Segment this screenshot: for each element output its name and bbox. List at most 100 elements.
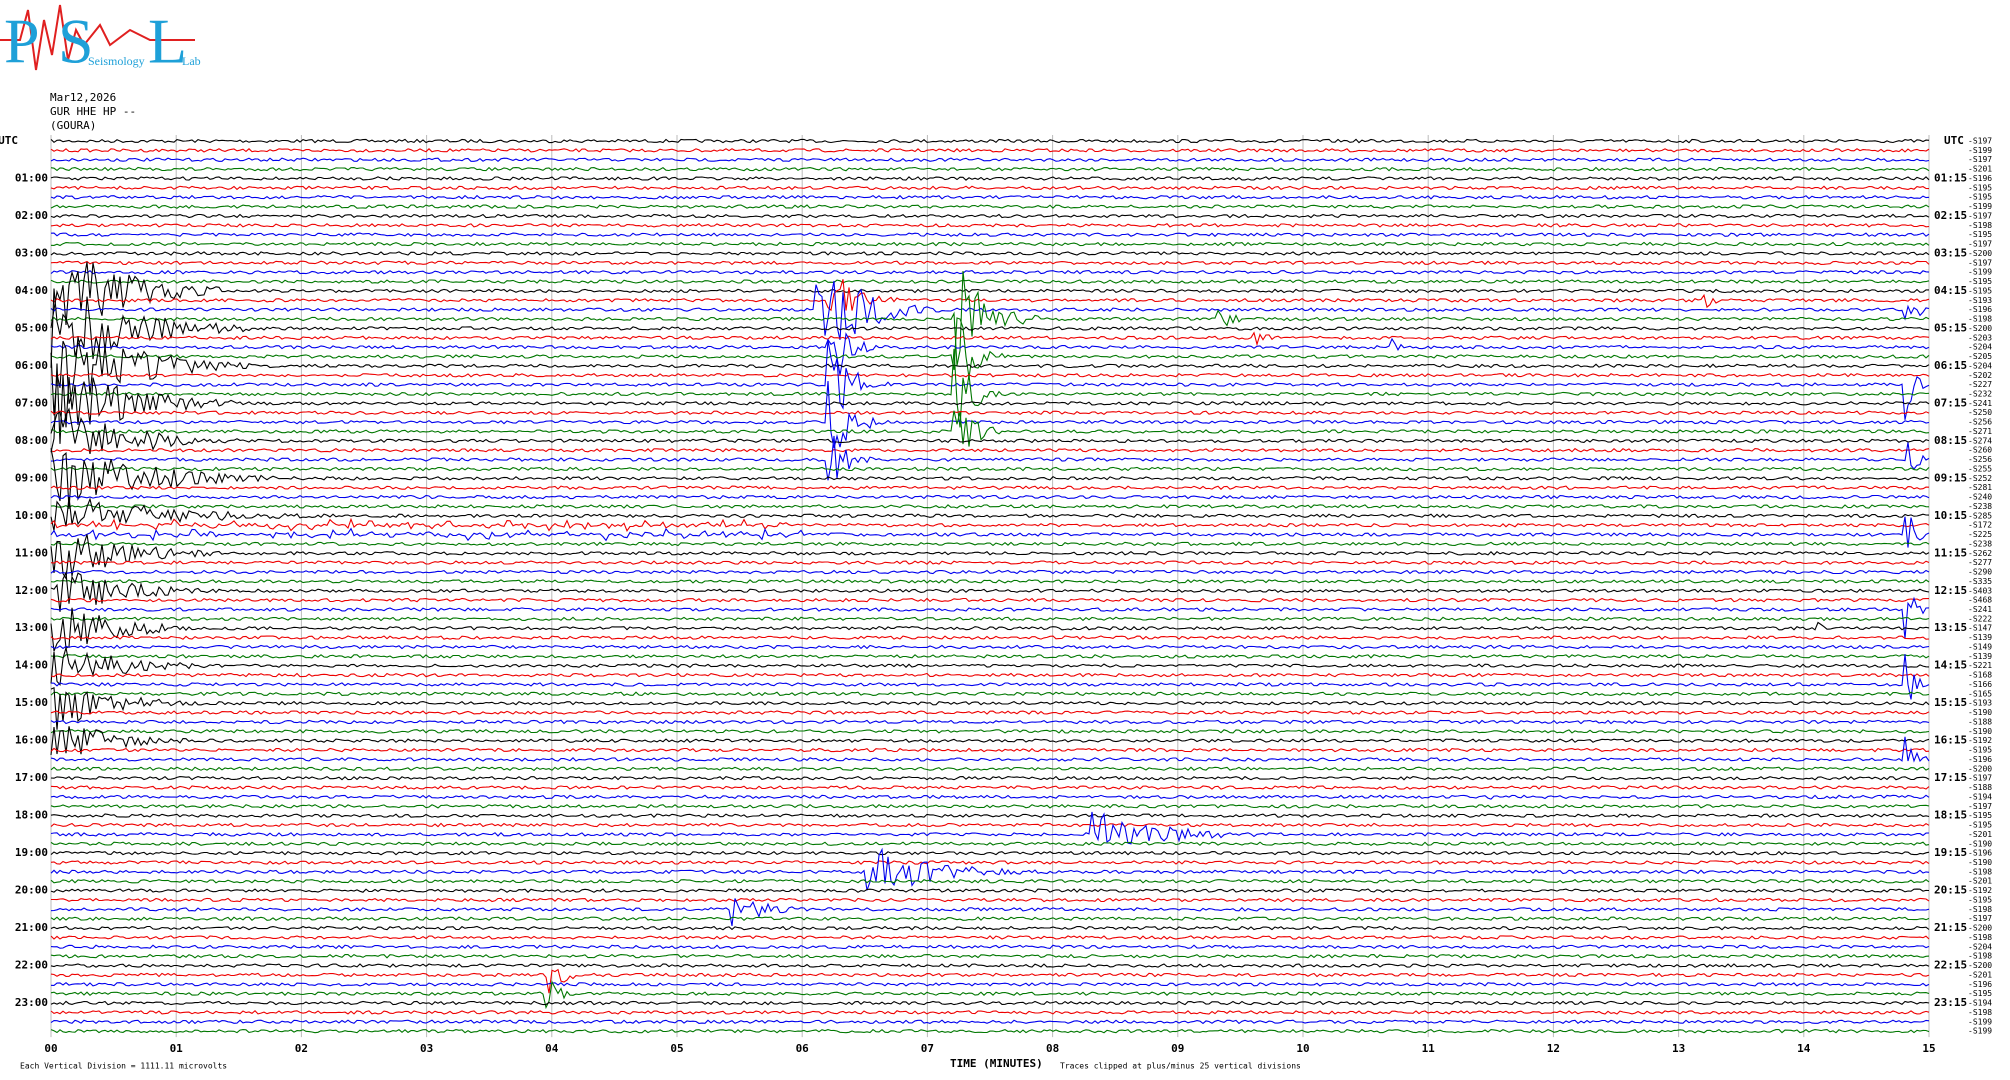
row-value: -S200 [1968,961,1992,970]
logo-letter: P [4,6,40,77]
trace [50,654,1930,659]
scale-note: Each Vertical Division = 1111.11 microvo… [20,1062,227,1071]
row-value: -S260 [1968,446,1992,455]
trace [50,332,1930,376]
row-value: -S195 [1968,821,1992,830]
trace [50,785,1930,790]
trace [50,686,1930,730]
row-value: -S195 [1968,183,1992,192]
row-value: -S188 [1968,717,1992,726]
row-value: -S255 [1968,464,1992,473]
row-value: -S198 [1968,221,1992,230]
left-time-label: 06:00 [15,359,48,372]
right-time-label: 20:15 [1934,884,1967,897]
trace [50,647,1930,686]
trace [50,241,1930,247]
row-value: -S198 [1968,315,1992,324]
left-time-label: 15:00 [15,696,48,709]
right-time-label: 16:15 [1934,734,1967,747]
row-value: -S195 [1968,895,1992,904]
trace [50,729,1930,734]
row-value: -S201 [1968,165,1992,174]
row-value: -S204 [1968,343,1992,352]
trace [50,485,1930,490]
right-time-label: 09:15 [1934,471,1967,484]
row-value: -S196 [1968,174,1992,183]
row-value: -S188 [1968,783,1992,792]
trace [50,494,1930,500]
trace [50,176,1930,181]
trace [50,148,1930,153]
row-value: -S195 [1968,193,1992,202]
row-value: -S241 [1968,605,1992,614]
row-value: -S197 [1968,155,1992,164]
trace [50,654,1930,700]
right-time-label: UTC [1944,134,1964,147]
row-value: -S139 [1968,652,1992,661]
trace [50,1019,1930,1025]
row-value: -S139 [1968,633,1992,642]
left-time-label: 12:00 [15,584,48,597]
trace [50,269,1930,275]
row-value: -S199 [1968,202,1992,211]
x-tick-label: 09 [1171,1042,1184,1055]
left-time-label: 18:00 [15,809,48,822]
left-time-label: 01:00 [15,171,48,184]
trace [50,980,1930,1010]
row-value: -S195 [1968,230,1992,239]
row-value: -S468 [1968,596,1992,605]
row-value: -S271 [1968,427,1992,436]
row-value: -S227 [1968,380,1992,389]
trace [50,185,1930,191]
trace [50,607,1930,652]
left-time-label: 14:00 [15,659,48,672]
trace [50,138,1930,144]
trace [50,223,1930,228]
row-value: -S197 [1968,774,1992,783]
trace [50,166,1930,172]
row-value: -S198 [1968,867,1992,876]
trace [50,534,1930,581]
logo-letter: S [58,6,94,77]
left-time-label: 09:00 [15,471,48,484]
trace [50,888,1930,893]
trace [50,541,1930,547]
left-time-label: 17:00 [15,771,48,784]
trace [50,691,1930,697]
right-time-label: 13:15 [1934,621,1967,634]
row-value: -S250 [1968,408,1992,417]
row-value: -S202 [1968,371,1992,380]
trace [50,448,1930,509]
row-value: -S193 [1968,296,1992,305]
left-time-label: 20:00 [15,884,48,897]
x-tick-label: 05 [670,1042,683,1055]
trace [50,766,1930,772]
trace [50,982,1930,987]
trace [50,635,1930,640]
trace [50,916,1930,922]
trace [50,340,1930,420]
trace [50,1000,1930,1006]
x-tick-label: 00 [44,1042,57,1055]
trace [50,336,1930,416]
row-value: -S232 [1968,389,1992,398]
trace [50,157,1930,163]
row-value: -S197 [1968,258,1992,267]
row-value: -S166 [1968,680,1992,689]
row-value: -S201 [1968,877,1992,886]
trace [50,270,1930,366]
row-value: -S225 [1968,530,1992,539]
row-value: -S222 [1968,614,1992,623]
row-value: -S147 [1968,624,1992,633]
trace [50,841,1930,847]
row-value: -S200 [1968,324,1992,333]
row-value: -S241 [1968,399,1992,408]
trace [50,878,1930,884]
trace [50,935,1930,940]
trace [50,380,1930,449]
trace [50,579,1930,584]
row-value: -S204 [1968,361,1992,370]
right-time-label: 23:15 [1934,996,1967,1009]
trace [50,570,1930,612]
